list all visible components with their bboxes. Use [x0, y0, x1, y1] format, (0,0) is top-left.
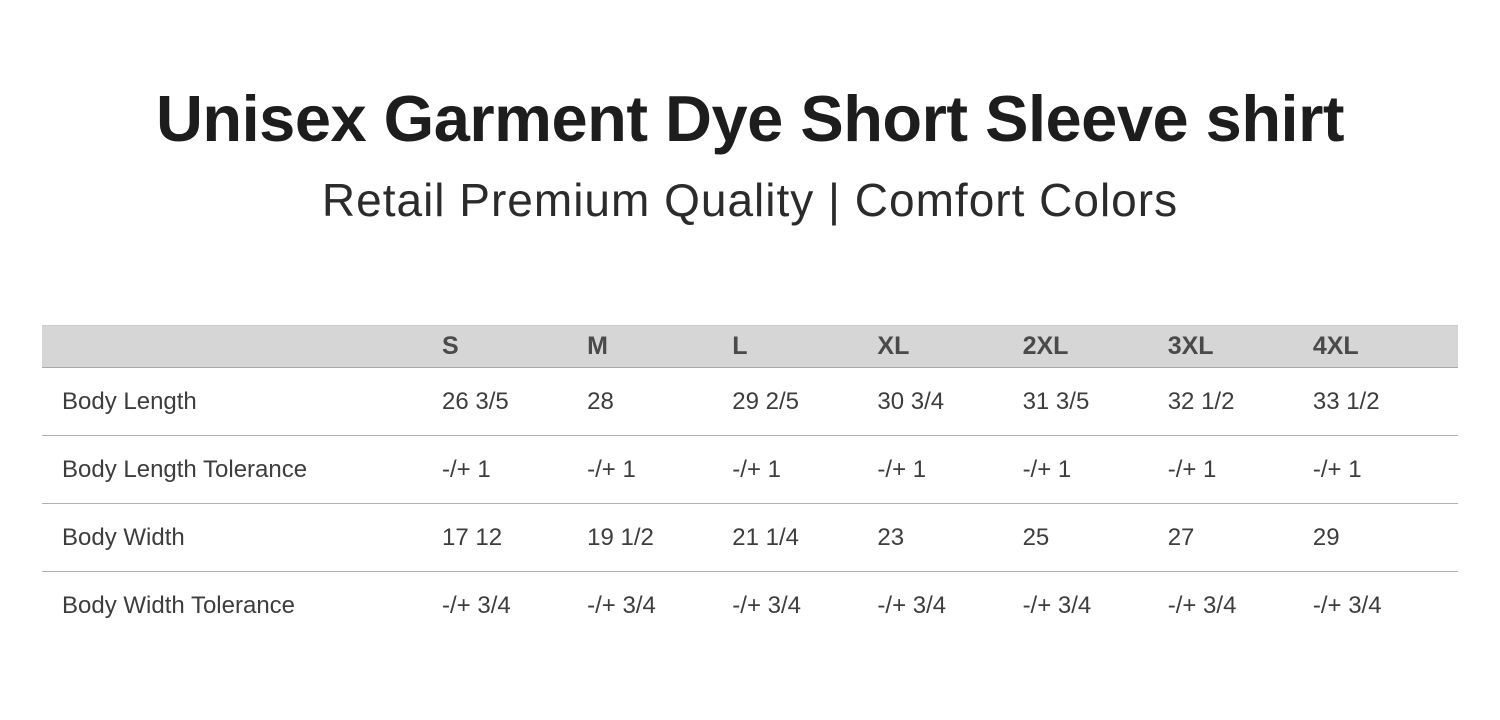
value-cell: -/+ 3/4 — [442, 592, 511, 619]
row-label: Body Length Tolerance — [62, 455, 308, 483]
value-cell: 32 1/2 — [1167, 387, 1235, 415]
value-cell: 17 12 — [442, 523, 503, 551]
value-cell: 23 — [877, 523, 905, 551]
value-cell: 27 — [1167, 523, 1195, 551]
column-header-s: S — [442, 332, 459, 360]
value-cell: 29 — [1312, 523, 1340, 551]
row-label: Body Length — [62, 387, 197, 415]
table-row-body-width-tolerance: Body Width Tolerance -/+ 3/4 -/+ 3/4 -/+… — [42, 572, 1458, 640]
size-chart-table: S M L XL 2XL 3XL 4XL Body Length 26 3/5 … — [42, 325, 1458, 640]
value-cell: 19 1/2 — [587, 523, 654, 551]
value-cell: -/+ 3/4 — [1022, 592, 1092, 619]
value-cell: -/+ 3/4 — [1167, 592, 1237, 619]
value-cell: 25 — [1022, 523, 1050, 551]
value-cell: -/+ 1 — [732, 455, 781, 483]
value-cell: -/+ 3/4 — [877, 592, 947, 619]
column-header-xl: XL — [877, 332, 910, 360]
table-row-body-length-tolerance: Body Length Tolerance -/+ 1 -/+ 1 -/+ 1 … — [42, 436, 1458, 504]
page-header: Unisex Garment Dye Short Sleeve shirt Re… — [0, 0, 1500, 223]
value-cell: 29 2/5 — [732, 387, 800, 415]
value-cell: 21 1/4 — [732, 523, 800, 551]
value-cell: 30 3/4 — [877, 387, 945, 415]
value-cell: -/+ 1 — [1312, 455, 1362, 483]
column-header-l: L — [732, 332, 748, 360]
value-cell: -/+ 1 — [587, 455, 636, 483]
value-cell: 33 1/2 — [1312, 387, 1380, 415]
row-label: Body Width Tolerance — [62, 592, 296, 619]
column-header-2xl: 2XL — [1022, 332, 1069, 360]
page-title: Unisex Garment Dye Short Sleeve shirt — [155, 82, 1345, 155]
value-cell: -/+ 1 — [877, 455, 927, 483]
value-cell: -/+ 3/4 — [1312, 592, 1382, 619]
row-label: Body Width — [62, 523, 185, 551]
value-cell: 26 3/5 — [442, 387, 509, 415]
value-cell: -/+ 3/4 — [732, 592, 801, 619]
table-row-body-width: Body Width 17 12 19 1/2 21 1/4 23 25 27 … — [42, 504, 1458, 572]
table-row-body-length: Body Length 26 3/5 28 29 2/5 30 3/4 31 3… — [42, 368, 1458, 436]
column-header-3xl: 3XL — [1167, 332, 1214, 360]
value-cell: 31 3/5 — [1022, 387, 1090, 415]
column-header-m: M — [587, 332, 608, 360]
page-subtitle: Retail Premium Quality | Comfort Colors — [321, 174, 1179, 226]
value-cell: -/+ 3/4 — [587, 592, 656, 619]
value-cell: -/+ 1 — [442, 455, 491, 483]
value-cell: 28 — [587, 387, 614, 415]
value-cell: -/+ 1 — [1022, 455, 1072, 483]
size-chart-header-row: S M L XL 2XL 3XL 4XL — [42, 325, 1458, 368]
value-cell: -/+ 1 — [1167, 455, 1217, 483]
column-header-4xl: 4XL — [1312, 332, 1359, 360]
